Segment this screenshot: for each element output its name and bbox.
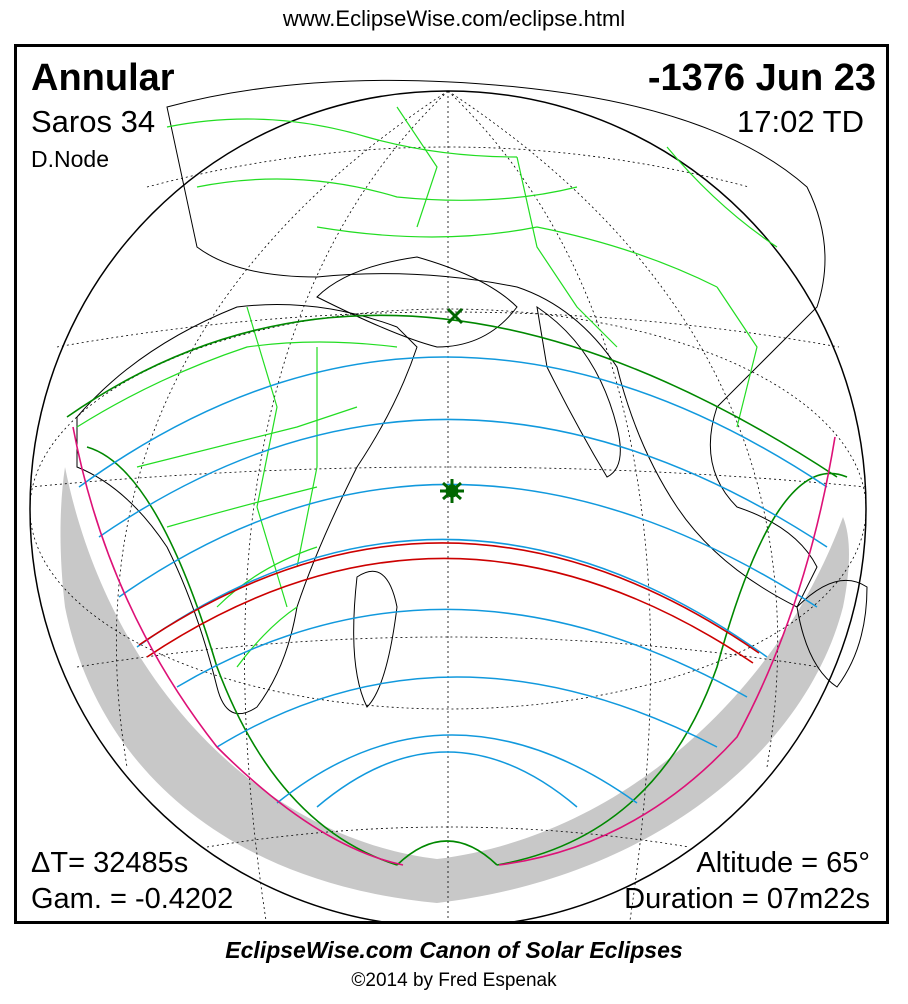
gamma-value: Gam. = -0.4202 (31, 883, 234, 915)
central-path (138, 542, 760, 664)
political-borders (76, 106, 778, 668)
eclipse-type: Annular (31, 57, 175, 99)
eclipse-date: -1376 Jun 23 (647, 57, 876, 99)
eclipse-time: 17:02 TD (737, 104, 864, 139)
partial-eclipse-limits (66, 314, 848, 866)
altitude-value: Altitude = 65° (696, 847, 870, 879)
graticule (29, 90, 867, 921)
greatest-eclipse-marker (440, 479, 464, 503)
copyright: ©2014 by Fred Espenak (351, 970, 557, 991)
canon-title: EclipseWise.com Canon of Solar Eclipses (225, 937, 683, 963)
saros-number: Saros 34 (31, 104, 156, 139)
duration-value: Duration = 07m22s (624, 883, 870, 915)
eclipse-map-panel: Annular Saros 34 D.Node -1376 Jun 23 17:… (14, 44, 889, 924)
globe-map (29, 79, 868, 921)
node-label: D.Node (31, 146, 109, 172)
rise-set-curves (72, 426, 836, 866)
night-shading (60, 467, 849, 903)
delta-t-value: ΔT= 32485s (31, 847, 189, 879)
subsolar-point-marker (446, 307, 464, 325)
site-url: www.EclipseWise.com/eclipse.html (282, 6, 626, 31)
